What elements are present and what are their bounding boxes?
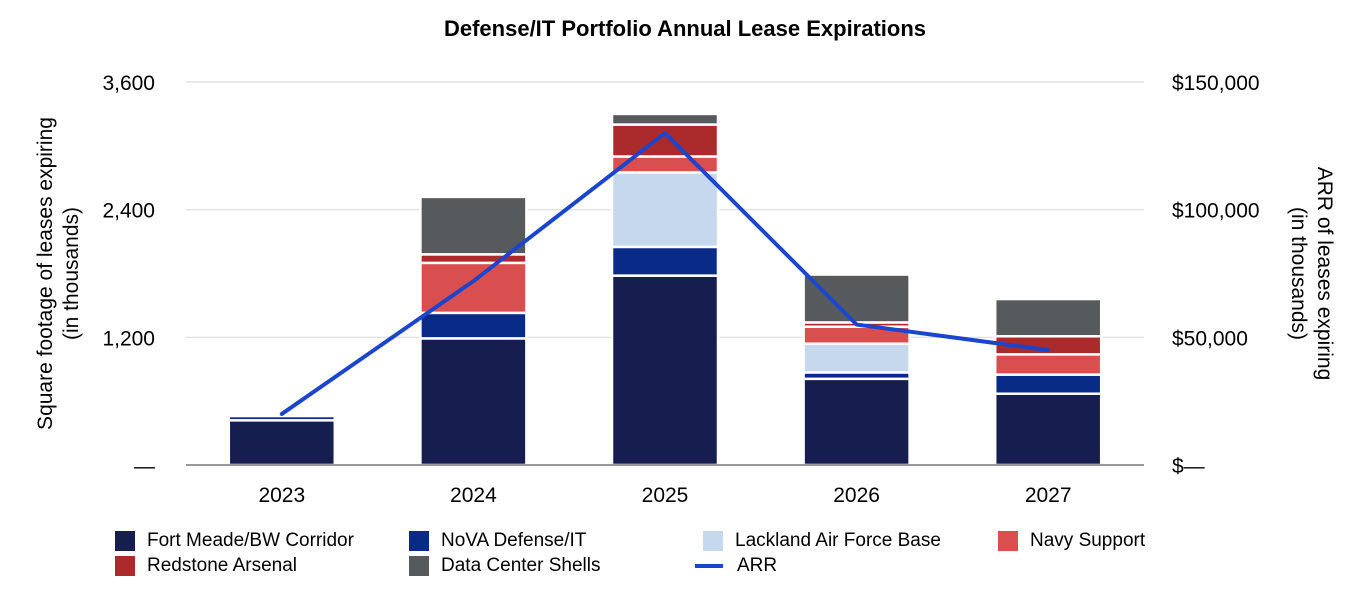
legend-label-lackland: Lackland Air Force Base [735,530,941,551]
bar-2024-series-0 [419,337,528,467]
left-tick-label-0: — [134,455,155,478]
bar-2025-series-4 [610,123,720,158]
legend-item-nova: NoVA Defense/IT [409,530,586,552]
bar-2023-series-0 [227,419,337,467]
legend-swatch-navy-support [998,531,1018,551]
legend-item-navy-support: Navy Support [998,530,1145,552]
bar-2027-series-1 [993,373,1103,395]
bar-2027-series-3 [993,353,1103,376]
x-tick-label-2024: 2024 [450,484,497,507]
x-tick-label-2026: 2026 [833,484,880,507]
bar-2023-series-1 [227,414,337,422]
bar-2025-series-2 [610,171,720,249]
legend-swatch-fort-meade [115,531,135,551]
right-tick-label-2: $100,000 [1172,200,1260,223]
y-axis-right-title-line1: ARR of leases expiring [1313,167,1336,381]
left-tick-label-2: 2,400 [102,200,155,223]
legend-label-nova: NoVA Defense/IT [441,530,587,551]
y-axis-left-title-line1: Square footage of leases expiring [34,117,57,430]
right-tick-label-3: $150,000 [1172,72,1260,95]
legend-label-data-center: Data Center Shells [441,555,601,576]
y-axis-left-title-line2: (in thousands) [60,207,83,340]
x-tick-label-2025: 2025 [642,484,689,507]
legend-item-data-center: Data Center Shells [409,555,600,577]
bar-2024-series-5 [419,195,528,256]
bar-2024-series-4 [419,253,528,265]
bar-2026-series-5 [802,273,911,324]
bar-2025-series-0 [610,274,720,467]
legend: Fort Meade/BW Corridor NoVA Defense/IT L… [115,530,1235,582]
legend-swatch-data-center [409,556,429,576]
left-tick-label-3: 3,600 [102,72,155,95]
left-tick-label-1: 1,200 [102,327,155,350]
bar-2027-series-0 [993,392,1103,467]
bar-2026-series-2 [802,342,911,374]
legend-item-fort-meade: Fort Meade/BW Corridor [115,530,354,552]
legend-label-redstone: Redstone Arsenal [147,555,297,576]
right-tick-label-1: $50,000 [1172,327,1248,350]
legend-swatch-redstone [115,556,135,576]
bar-2025-series-5 [610,112,720,126]
bar-2027-series-5 [993,297,1103,338]
right-tick-label-0: $— [1172,455,1205,478]
chart-title: Defense/IT Portfolio Annual Lease Expira… [443,16,927,41]
x-tick-label-2023: 2023 [258,484,305,507]
legend-swatch-nova [409,531,429,551]
legend-line-arr [695,564,723,568]
legend-label-navy-support: Navy Support [1030,530,1146,551]
bar-2024-series-1 [419,311,528,340]
legend-item-redstone: Redstone Arsenal [115,555,297,577]
legend-item-arr: ARR [695,555,777,577]
y-axis-right-title-line2: (in thousands) [1287,207,1310,340]
legend-item-lackland: Lackland Air Force Base [703,530,941,552]
bar-2025-series-1 [610,245,720,277]
bar-2026-series-0 [802,377,911,467]
legend-swatch-lackland [703,531,723,551]
x-tick-label-2027: 2027 [1025,484,1072,507]
legend-label-fort-meade: Fort Meade/BW Corridor [147,530,354,551]
legend-label-arr: ARR [737,555,778,576]
